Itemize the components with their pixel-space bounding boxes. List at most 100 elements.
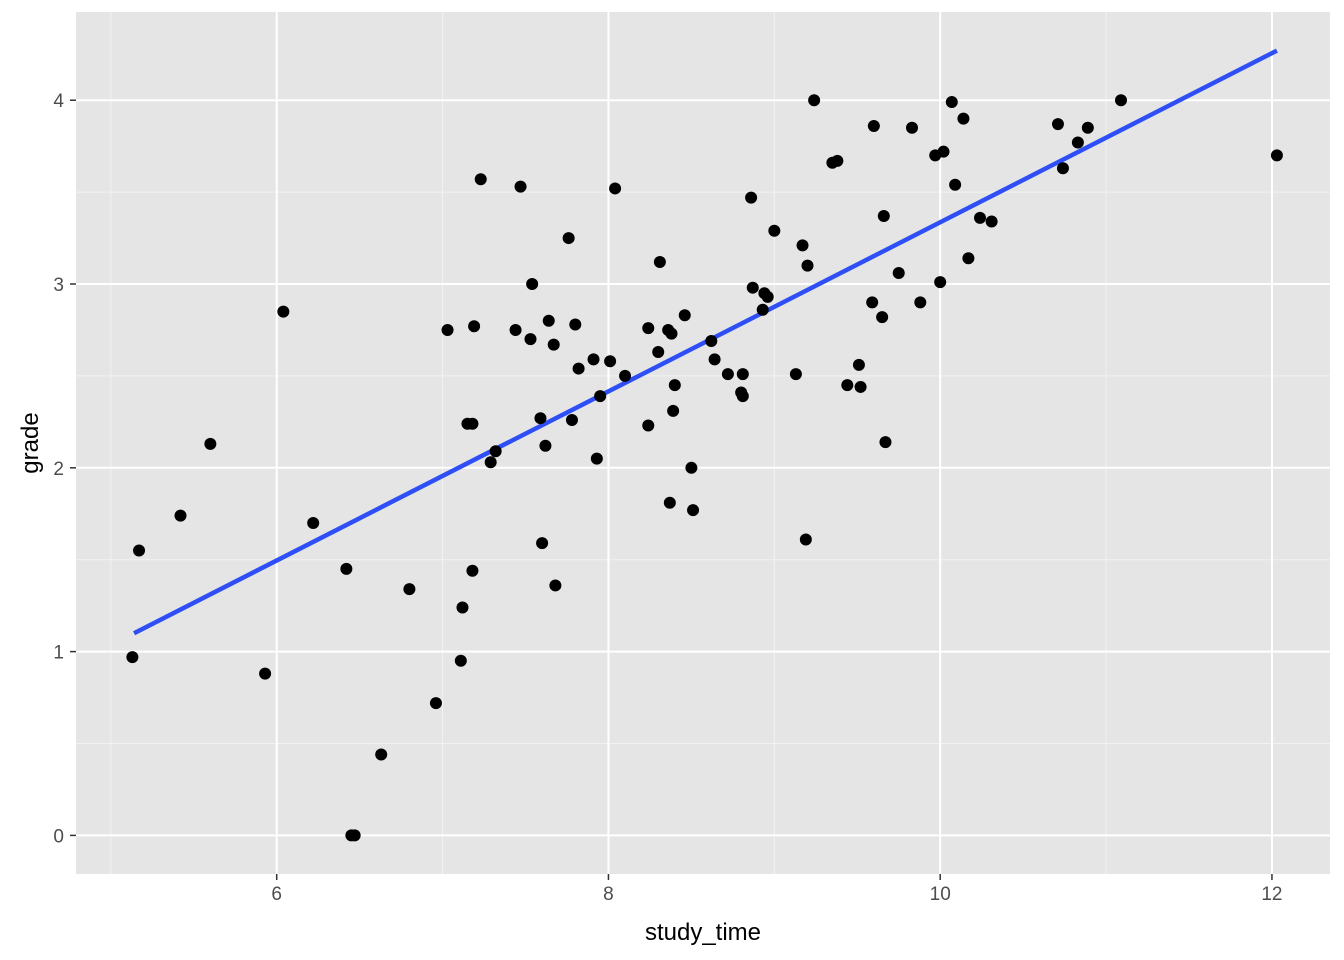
data-point <box>466 564 479 577</box>
data-point <box>685 461 698 474</box>
data-point <box>174 509 187 522</box>
x-axis-title: study_time <box>645 919 761 946</box>
data-point <box>604 355 617 368</box>
data-point <box>524 333 537 346</box>
data-point <box>985 215 998 228</box>
data-point <box>906 121 918 134</box>
data-point <box>375 748 388 761</box>
data-point <box>761 290 774 303</box>
data-point <box>590 452 603 465</box>
data-point <box>340 562 353 575</box>
data-point <box>756 303 769 316</box>
data-point <box>678 309 691 322</box>
data-point <box>587 353 600 366</box>
data-point <box>808 94 821 107</box>
data-point <box>746 281 759 294</box>
data-point <box>867 119 880 132</box>
data-point <box>1071 136 1084 149</box>
data-point <box>949 178 962 191</box>
y-axis: 0 1 2 3 4 <box>53 91 76 847</box>
x-tick-label: 8 <box>603 884 614 905</box>
y-tick-label: 3 <box>53 275 64 296</box>
data-point <box>1270 149 1283 162</box>
data-point <box>892 266 905 279</box>
data-point <box>796 239 809 252</box>
data-point <box>642 322 655 335</box>
data-point <box>687 504 700 517</box>
data-point <box>736 368 749 381</box>
data-point <box>456 601 469 614</box>
data-point <box>642 419 655 432</box>
plot-panel <box>76 12 1330 874</box>
data-point <box>277 305 290 318</box>
data-point <box>667 404 680 417</box>
data-point <box>514 180 527 193</box>
data-point <box>854 380 867 393</box>
data-point <box>736 390 749 403</box>
data-point <box>879 436 892 449</box>
x-tick-label: 10 <box>930 884 951 905</box>
data-point <box>509 323 522 336</box>
data-point <box>876 311 889 324</box>
data-point <box>307 516 320 529</box>
data-point <box>663 496 676 509</box>
data-point <box>565 414 578 427</box>
data-point <box>708 353 721 366</box>
data-point <box>962 252 975 265</box>
data-point <box>441 323 454 336</box>
x-axis: 6 8 10 12 <box>271 874 1283 905</box>
grid-minor <box>76 12 1330 874</box>
data-point <box>957 112 970 125</box>
data-point <box>126 651 139 664</box>
data-point <box>429 697 442 710</box>
data-point <box>653 255 666 268</box>
data-point <box>705 334 718 347</box>
data-point <box>484 456 497 469</box>
data-point <box>466 417 479 430</box>
data-point <box>768 224 781 237</box>
data-point <box>668 379 681 392</box>
data-point <box>745 191 758 204</box>
data-point <box>721 368 734 381</box>
data-point <box>133 544 146 557</box>
data-point <box>594 390 607 403</box>
data-point <box>665 327 678 340</box>
data-point <box>468 320 481 333</box>
data-point <box>259 667 272 680</box>
data-points <box>126 94 1283 842</box>
data-point <box>547 338 560 351</box>
data-point <box>1081 121 1094 134</box>
data-point <box>652 346 665 359</box>
x-tick-label: 6 <box>271 884 282 905</box>
data-point <box>549 579 562 592</box>
data-point <box>204 437 217 450</box>
data-point <box>1115 94 1127 107</box>
data-point <box>945 96 958 109</box>
data-point <box>542 314 555 327</box>
y-tick-label: 1 <box>53 643 64 664</box>
data-point <box>831 154 844 167</box>
data-point <box>877 210 890 223</box>
data-point <box>974 211 987 224</box>
data-point <box>801 259 814 272</box>
data-point <box>489 445 502 458</box>
data-point <box>474 173 487 186</box>
data-point <box>866 296 879 309</box>
data-point <box>526 278 539 291</box>
x-tick-label: 12 <box>1261 884 1282 905</box>
data-point <box>1051 118 1064 131</box>
data-point <box>934 276 947 289</box>
data-point <box>562 232 575 245</box>
data-point <box>914 296 927 309</box>
data-point <box>1056 162 1069 175</box>
data-point <box>403 583 416 596</box>
data-point <box>619 369 632 382</box>
data-point <box>534 412 547 425</box>
data-point <box>609 182 622 195</box>
data-point <box>454 654 467 667</box>
data-point <box>569 318 582 331</box>
data-point <box>937 145 950 158</box>
data-point <box>852 358 865 371</box>
data-point <box>799 533 812 546</box>
